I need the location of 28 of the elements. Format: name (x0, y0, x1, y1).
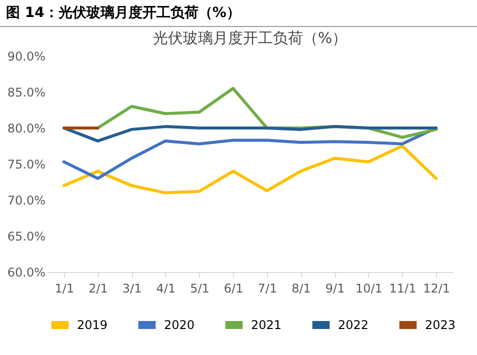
legend-label: 2023 (425, 318, 456, 332)
x-tick-label: 2/1 (88, 282, 108, 296)
x-tick-label: 4/1 (156, 282, 176, 296)
y-tick-label: 65.0% (7, 230, 46, 244)
x-tick-label: 11/1 (389, 282, 416, 296)
x-tick-label: 5/1 (190, 282, 210, 296)
y-tick-label: 90.0% (7, 50, 46, 64)
legend-label: 2019 (77, 318, 108, 332)
caption: 图 14：光伏玻璃月度开工负荷（%） (0, 0, 477, 27)
chart-title: 光伏玻璃月度开工负荷（%） (152, 29, 348, 47)
y-tick-label: 85.0% (7, 86, 46, 100)
x-tick-label: 6/1 (224, 282, 244, 296)
x-tick-label: 8/1 (292, 282, 311, 296)
x-tick-label: 1/1 (54, 282, 74, 296)
x-tick-label: 12/1 (423, 282, 450, 296)
x-tick-label: 9/1 (325, 282, 345, 296)
y-tick-label: 75.0% (7, 158, 46, 172)
y-tick-label: 70.0% (7, 194, 46, 208)
x-tick-label: 7/1 (258, 282, 278, 296)
y-tick-label: 80.0% (7, 122, 46, 136)
line-series (62, 144, 438, 194)
legend-label: 2022 (338, 318, 369, 332)
y-tick-label: 60.0% (7, 266, 46, 280)
x-tick-label: 10/1 (355, 282, 382, 296)
legend-label: 2021 (251, 318, 282, 332)
x-tick-label: 3/1 (122, 282, 142, 296)
line-series (62, 125, 438, 142)
legend-label: 2020 (164, 318, 195, 332)
